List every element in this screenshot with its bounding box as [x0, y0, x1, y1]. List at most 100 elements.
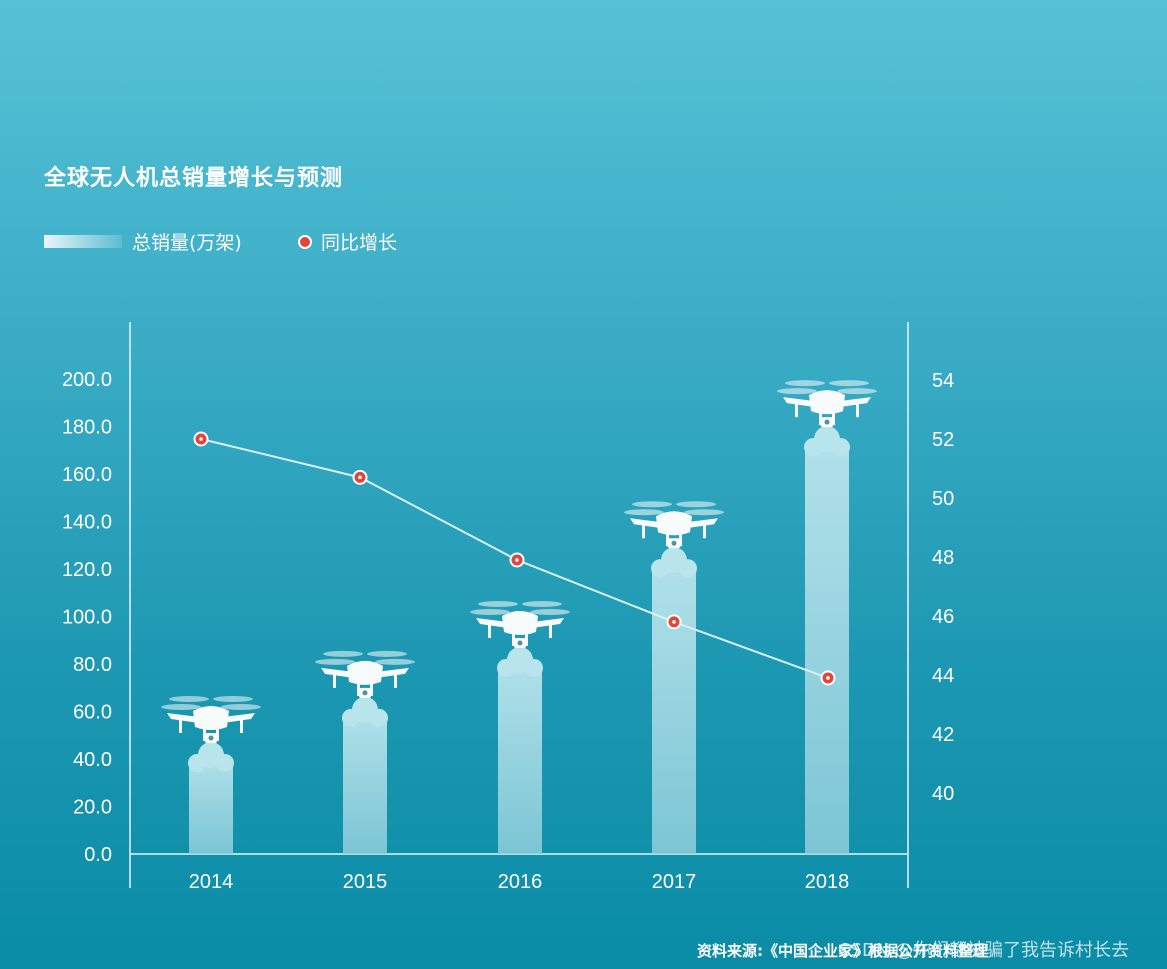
- rotor-blur: [632, 501, 672, 508]
- bar: [189, 759, 233, 854]
- rotor-blur: [169, 696, 209, 702]
- rotor-blur: [530, 609, 570, 615]
- rotor-blur: [367, 650, 407, 657]
- right-tick-label: 42: [932, 724, 954, 746]
- bar-cap: [651, 559, 669, 578]
- drone-icon: [777, 380, 877, 428]
- bar: [343, 713, 387, 854]
- x-tick-label: 2015: [343, 871, 388, 893]
- drone-body: [347, 660, 383, 685]
- growth-point-center: [358, 475, 362, 480]
- legend-item-growth: 同比增长: [298, 228, 397, 255]
- drone-leg: [216, 727, 219, 741]
- watermark: CSDN @你们都被骗了我告诉村长去: [838, 940, 1130, 961]
- drone-icon: [470, 601, 570, 648]
- rotor-blur: [213, 696, 253, 702]
- drone-leg: [179, 717, 182, 733]
- drone-icon: [624, 501, 724, 549]
- x-tick-label: 2018: [805, 871, 850, 893]
- drone-leg: [357, 681, 360, 696]
- drone-body: [502, 611, 538, 635]
- rotor-blur: [315, 658, 355, 665]
- rotor-blur: [470, 609, 510, 615]
- drone-leg: [525, 632, 528, 646]
- rotor-blur: [837, 388, 877, 395]
- rotor-blur: [624, 509, 664, 516]
- drone-leg: [819, 411, 822, 426]
- drone-lens: [824, 419, 830, 425]
- drone-body: [656, 511, 692, 536]
- bar-cap: [525, 659, 543, 677]
- drone-leg: [333, 671, 336, 688]
- drone-leg: [795, 401, 798, 418]
- growth-point-center: [199, 437, 203, 441]
- legend-dot-swatch: [298, 234, 312, 249]
- drone-leg: [488, 622, 491, 638]
- bar-cap: [804, 438, 822, 457]
- right-tick-label: 48: [932, 547, 954, 569]
- right-tick-label: 50: [932, 488, 954, 510]
- left-tick-label: 140.0: [62, 512, 112, 534]
- bar-cap: [679, 559, 697, 578]
- left-tick-label: 40.0: [73, 749, 112, 771]
- growth-point-center: [672, 620, 676, 624]
- bar-cap: [216, 754, 234, 772]
- bar-cap: [832, 438, 850, 457]
- left-tick-label: 60.0: [73, 702, 112, 724]
- left-tick-label: 180.0: [62, 417, 112, 439]
- source-note: 资料来源:《中国企业家》根据公开资料整理: [697, 942, 989, 960]
- left-tick-label: 100.0: [62, 607, 112, 629]
- drone-leg: [666, 532, 669, 547]
- x-tick-label: 2016: [498, 871, 543, 893]
- drone-leg: [512, 632, 515, 646]
- chart-title: 全球无人机总销量增长与预测: [44, 166, 344, 191]
- bar-cap: [188, 754, 206, 772]
- legend-growth-label: 同比增长: [321, 232, 398, 254]
- rotor-blur: [684, 509, 724, 516]
- left-tick-label: 160.0: [62, 464, 112, 486]
- rotor-blur: [375, 658, 415, 665]
- drone-leg: [856, 401, 859, 418]
- bar: [652, 564, 696, 854]
- left-tick-label: 0.0: [84, 844, 112, 866]
- rotor-blur: [478, 601, 518, 607]
- rotor-blur: [676, 501, 716, 508]
- legend-bar-swatch: [44, 235, 122, 248]
- drone-icon: [161, 696, 261, 743]
- drone-lens: [517, 640, 523, 646]
- right-tick-label: 52: [932, 429, 954, 451]
- drone-leg: [703, 522, 706, 539]
- bar: [805, 443, 849, 854]
- right-tick-label: 54: [932, 370, 954, 392]
- growth-point-center: [515, 558, 519, 562]
- rotor-blur: [323, 650, 363, 657]
- growth-point-center: [826, 676, 830, 680]
- left-tick-label: 20.0: [73, 797, 112, 819]
- rotor-blur: [829, 380, 869, 387]
- x-tick-label: 2014: [189, 871, 234, 893]
- drone-lens: [362, 690, 368, 696]
- drone-icon: [315, 650, 415, 698]
- drone-body: [193, 706, 229, 730]
- rotor-blur: [161, 704, 201, 710]
- bar-cap: [370, 708, 388, 727]
- legend-item-sales: 总销量(万架): [44, 228, 242, 255]
- drone-leg: [832, 411, 835, 426]
- bar-cap: [342, 708, 360, 727]
- drone-leg: [642, 522, 645, 539]
- drone-leg: [549, 622, 552, 638]
- legend-sales-label: 总销量(万架): [132, 232, 242, 254]
- left-tick-label: 80.0: [73, 654, 112, 676]
- right-tick-label: 40: [932, 783, 954, 805]
- rotor-blur: [522, 601, 562, 607]
- bar: [498, 664, 542, 854]
- left-tick-label: 200.0: [62, 369, 112, 391]
- drone-leg: [203, 727, 206, 741]
- drone-leg: [679, 532, 682, 547]
- drone-leg: [370, 681, 373, 696]
- drone-lens: [671, 540, 677, 546]
- drone-body: [809, 390, 845, 415]
- left-tick-label: 120.0: [62, 559, 112, 581]
- rotor-blur: [221, 704, 261, 710]
- rotor-blur: [777, 388, 817, 395]
